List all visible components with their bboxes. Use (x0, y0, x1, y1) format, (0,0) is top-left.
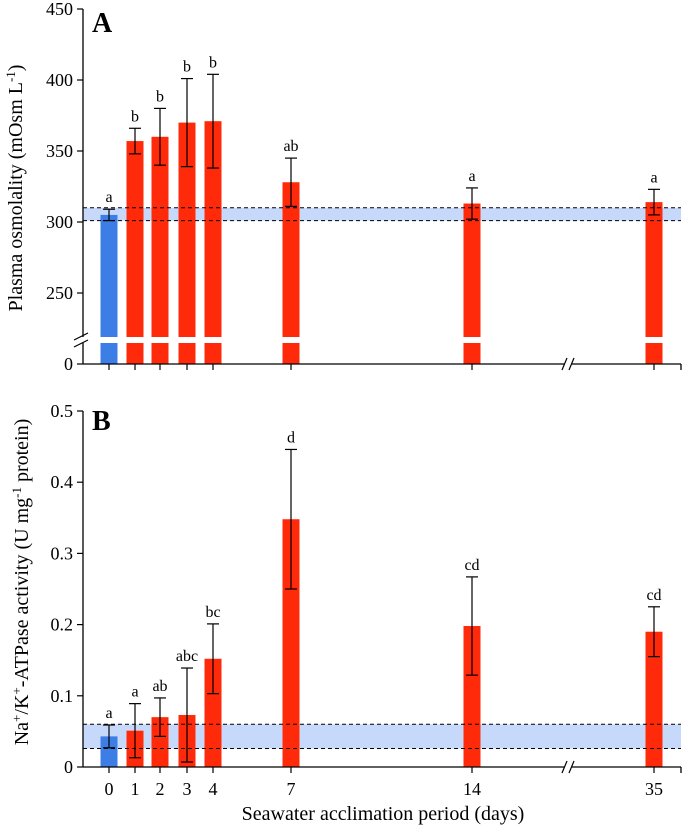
panel-b-y-tick-label-0: 0.5 (51, 401, 74, 421)
panel-a-significance-day-2: b (156, 88, 164, 105)
panel-a-significance-day-0: a (105, 189, 112, 206)
panel-a-bar-day-1 (126, 141, 144, 364)
panel-b-y-tick-label-3: 0.2 (51, 615, 74, 635)
panel-b-ylabel-sup3: -1 (9, 487, 24, 498)
panel-a-reference-band (83, 207, 681, 221)
panel-b-ylabel-sup2: + (9, 687, 24, 694)
panel-b-bar-day-7 (282, 519, 300, 767)
panel-b-bar-day-0 (100, 736, 118, 767)
panel-a-x-break-gap (564, 359, 572, 369)
panel-a-y-tick-label-350: 350 (46, 141, 73, 161)
panel-a-bar-day-35 (645, 202, 663, 364)
panel-b-significance-day-0: a (105, 705, 112, 722)
x-tick-label-day-35: 35 (645, 779, 663, 799)
panel-a-ylabel-end: ) (5, 65, 27, 72)
panel-a-label: A (92, 8, 113, 39)
panel-b-reference-band (83, 724, 681, 749)
panel-a-significance-day-7: ab (283, 138, 298, 155)
panel-b-significance-day-1: a (131, 684, 138, 701)
panel-a-y-tick-label-0: 0 (64, 354, 73, 374)
panel-b-x-break-mark-right (568, 760, 575, 774)
panel-b-y-tick-label-5: 0 (64, 757, 73, 777)
panel-b-y-tick-label-2: 0.3 (51, 543, 74, 563)
x-tick-label-day-3: 3 (183, 779, 192, 799)
panel-b-y-axis-label: Na+/K+-ATPase activity (U mg-1 protein) (9, 419, 33, 746)
panel-b-y-tick-label-1: 0.4 (51, 472, 74, 492)
x-tick-label-day-14: 14 (463, 779, 481, 799)
panel-b-bar-day-35 (645, 631, 663, 767)
panel-a-y-tick-label-250: 250 (46, 283, 73, 303)
panel-a-axis-break-gap (75, 337, 681, 343)
panel-a-bar-day-2 (151, 136, 169, 364)
panel-b-significance-day-4: bc (205, 604, 220, 621)
panel-a-y-tick-label-300: 300 (46, 212, 73, 232)
x-tick-label-day-4: 4 (209, 779, 218, 799)
x-tick-label-day-0: 0 (105, 779, 114, 799)
panel-b-significance-day-2: ab (152, 678, 167, 695)
panel-a-bar-day-0 (100, 214, 118, 364)
x-tick-label-day-2: 2 (156, 779, 165, 799)
panel-b-x-break-mark-left (561, 760, 568, 774)
panel-a-axis-break-mark-top (73, 332, 89, 341)
panel-a-significance-day-4: b (209, 54, 217, 71)
panel-a-ylabel-main: Plasma osmolality (mOsm L (5, 82, 27, 311)
x-tick-label-day-1: 1 (131, 779, 140, 799)
panel-b-label: B (92, 406, 111, 437)
panel-b-significance-day-3: abc (176, 648, 198, 665)
panel-a-ylabel-sup: -1 (3, 71, 18, 82)
panel-b-ylabel-sup1: + (9, 715, 24, 722)
panel-a-bar-day-4 (204, 121, 222, 365)
panel-a-significance-day-1: b (131, 108, 139, 125)
x-axis-label: Seawater acclimation period (days) (242, 803, 525, 825)
panel-a-significance-day-14: a (468, 168, 475, 185)
panel-b-ylabel-end: protein) (11, 419, 33, 487)
panel-a-significance-day-35: a (650, 169, 657, 186)
panel-a-x-break-mark-left (561, 357, 568, 371)
panel-a-bar-day-14 (463, 203, 481, 364)
panel-b-bar-day-4 (204, 658, 222, 767)
panel-a-y-tick-label-400: 400 (46, 70, 73, 90)
panel-a-y-axis-label: Plasma osmolality (mOsm L-1) (3, 65, 27, 312)
panel-b-significance-day-7: d (287, 429, 295, 446)
panel-b-significance-day-35: cd (646, 587, 661, 604)
panel-b-bar-day-2 (151, 717, 169, 767)
panel-b-significance-day-14: cd (464, 557, 479, 574)
panel-a-significance-day-3: b (183, 59, 191, 76)
panel-b-x-break-gap (564, 762, 572, 772)
panel-a-bar-day-7 (282, 182, 300, 364)
panel-b-ylabel-mid: -ATPase activity (U mg (11, 498, 33, 687)
panel-a-axis-break-mark-bottom (73, 339, 89, 348)
panel-b-ylabel-k: /K (11, 694, 33, 715)
panel-b-ylabel-na: Na (11, 722, 33, 745)
panel-b-bar-day-14 (463, 626, 481, 767)
panel-a-bar-day-3 (178, 122, 196, 364)
panel-b-y-tick-label-4: 0.1 (51, 686, 74, 706)
panel-a-y-tick-label-450: 450 (46, 0, 73, 19)
x-tick-label-day-7: 7 (287, 779, 296, 799)
panel-a-x-break-mark-right (568, 357, 575, 371)
